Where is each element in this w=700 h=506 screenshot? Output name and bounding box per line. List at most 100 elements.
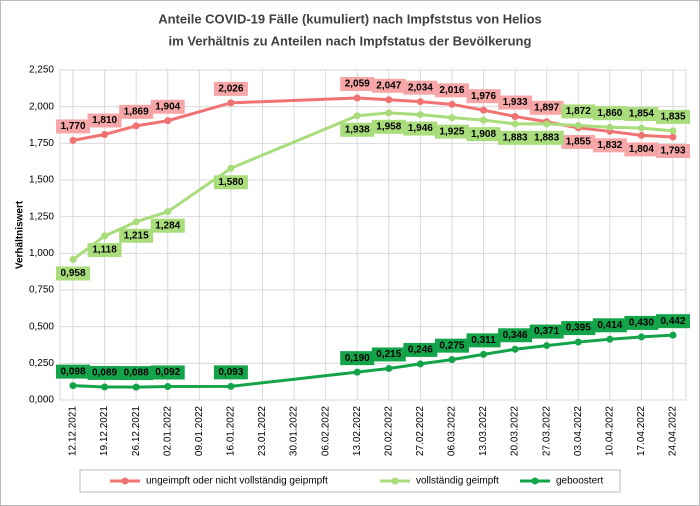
data-label: 1,883 [503, 132, 528, 143]
data-label-bg [213, 175, 248, 190]
x-tick-label: 09.01.2022 [194, 406, 205, 456]
data-label: 1,946 [408, 123, 433, 134]
data-point [385, 109, 393, 117]
data-label-bg [434, 338, 469, 353]
data-point [574, 338, 582, 346]
data-label: 2,047 [376, 80, 401, 91]
data-point [227, 382, 235, 390]
data-label: 0,275 [439, 340, 464, 351]
data-point [385, 364, 393, 372]
data-label: 1,897 [534, 102, 559, 113]
y-tick-label: 2,000 [29, 101, 54, 112]
x-tick-label: 20.03.2022 [510, 406, 521, 456]
data-label-bg [371, 78, 406, 93]
data-label-bg [403, 121, 438, 136]
x-tick-label: 17.04.2022 [636, 406, 647, 456]
data-point [480, 106, 488, 114]
data-label: 2,016 [439, 85, 464, 96]
data-label-bg [656, 144, 690, 159]
data-point [227, 164, 235, 172]
data-label: 0,395 [566, 323, 591, 334]
data-label-bg [592, 106, 627, 121]
data-point [416, 98, 424, 106]
data-point [132, 218, 140, 226]
data-label-bg [150, 99, 185, 114]
data-label-bg [340, 77, 375, 92]
x-tick-label: 27.02.2022 [415, 406, 426, 456]
data-label: 1,854 [629, 109, 654, 120]
data-label: 1,958 [376, 121, 401, 132]
data-label: 0,092 [155, 367, 180, 378]
data-label: 2,059 [345, 79, 370, 90]
chart-title: Anteile COVID-19 Fälle (kumuliert) nach … [158, 11, 542, 26]
data-label: 1,976 [471, 91, 496, 102]
data-label-bg [624, 315, 659, 330]
data-label-bg [561, 321, 596, 336]
data-label: 1,869 [124, 107, 149, 118]
data-label-bg [87, 365, 122, 380]
series-line [72, 111, 674, 261]
y-tick-label: 1,250 [29, 211, 54, 222]
data-label: 0,098 [60, 366, 85, 377]
data-label: 1,118 [92, 245, 117, 256]
x-tick-label: 06.03.2022 [447, 406, 458, 456]
data-label-bg [119, 104, 154, 119]
y-tick-label: 0,500 [29, 321, 54, 332]
data-label-bg [498, 328, 533, 343]
data-point [448, 100, 456, 108]
data-point [511, 112, 519, 120]
data-label: 1,284 [155, 220, 180, 231]
data-label-bg [561, 134, 596, 149]
data-label-bg [87, 113, 122, 128]
data-label-bg [56, 266, 90, 281]
data-label-bg [87, 243, 122, 258]
data-label-bg [150, 365, 185, 380]
data-label: 1,793 [660, 146, 685, 157]
data-label-bg [371, 119, 406, 134]
data-label: 0,089 [92, 368, 117, 379]
data-point [606, 123, 614, 131]
x-tick-label: 03.04.2022 [573, 406, 584, 456]
data-label: 0,414 [597, 320, 622, 331]
data-label: 1,904 [155, 101, 180, 112]
y-tick-label: 1,500 [29, 175, 54, 186]
data-label-bg [466, 89, 501, 104]
data-label-bg [403, 80, 438, 95]
data-label-bg [434, 83, 469, 98]
data-label-bg [498, 95, 533, 110]
data-label: 0,430 [629, 318, 654, 329]
data-point [132, 122, 140, 130]
legend-marker [391, 477, 399, 485]
legend-label: ungeimpft oder nicht vollständig geipmpf… [146, 476, 328, 487]
data-label: 1,770 [60, 121, 85, 132]
data-label-bg [656, 109, 690, 124]
data-label: 0,442 [660, 316, 685, 327]
x-tick-label: 26.12.2021 [131, 406, 142, 456]
data-label: 0,246 [408, 345, 433, 356]
data-label: 1,215 [124, 230, 149, 241]
data-label-bg [529, 324, 564, 339]
data-label: 0,088 [124, 368, 149, 379]
data-label-bg [529, 100, 564, 115]
data-label: 1,580 [218, 177, 243, 188]
data-point [480, 350, 488, 358]
x-tick-label: 12.12.2021 [68, 406, 79, 456]
data-label-bg [371, 347, 406, 362]
data-label: 1,908 [471, 129, 496, 140]
data-label-bg [119, 228, 154, 243]
data-point [416, 360, 424, 368]
data-label: 1,832 [597, 140, 622, 151]
series-line [72, 96, 674, 142]
chart-subtitle: im Verhältnis zu Anteilen nach Impfstatu… [169, 33, 532, 48]
data-label-bg [498, 130, 533, 145]
data-point [511, 120, 519, 128]
x-tick-label: 10.04.2022 [604, 406, 615, 456]
x-tick-label: 13.03.2022 [478, 406, 489, 456]
data-point [511, 345, 519, 353]
y-axis-label: Verhältniswert [15, 200, 26, 269]
y-tick-label: 1,000 [29, 248, 54, 259]
data-label: 1,835 [660, 112, 685, 123]
data-label: 0,371 [534, 326, 559, 337]
y-tick-label: 1,750 [29, 138, 54, 149]
data-point [353, 112, 361, 120]
